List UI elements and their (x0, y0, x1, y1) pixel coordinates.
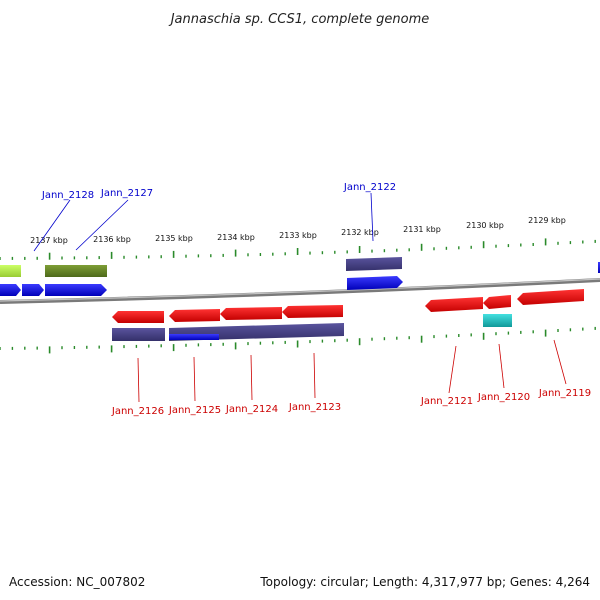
feature-olive-block[interactable] (45, 265, 107, 277)
leader-jann-2128 (33, 199, 71, 252)
cds-arrow-jann-2123[interactable] (282, 305, 343, 318)
cds-arrow-jann-2119[interactable] (517, 289, 584, 305)
label-jann-2126[interactable]: Jann_2126 (111, 406, 164, 417)
cds-arrow-jann-2128[interactable] (22, 284, 44, 296)
label-jann-2124[interactable]: Jann_2124 (225, 404, 278, 415)
label-jann-2121[interactable]: Jann_2121 (420, 396, 473, 407)
leader-jann-2120 (498, 343, 505, 389)
label-jann-2125[interactable]: Jann_2125 (168, 405, 221, 416)
leader-jann-2124 (250, 354, 253, 401)
feature-cyan-block[interactable] (483, 314, 512, 327)
map-title: Jannaschia sp. CCS1, complete genome (168, 12, 430, 27)
genome-backbone (0, 278, 600, 304)
cds-arrow-jann-2120[interactable] (483, 295, 511, 309)
leader-jann-2127 (75, 199, 129, 251)
reverse-strand-features (112, 289, 584, 341)
tick-label-2129: 2129 kbp (528, 216, 566, 225)
label-jann-2120[interactable]: Jann_2120 (477, 392, 530, 403)
tick-label-2137: 2137 kbp (30, 236, 68, 245)
label-jann-2128[interactable]: Jann_2128 (41, 190, 94, 201)
tick-label-2133: 2133 kbp (279, 231, 317, 240)
forward-strand-features (0, 257, 600, 296)
cds-arrow-jann-2127[interactable] (45, 284, 107, 296)
genome-backbone-highlight (0, 278, 600, 302)
leader-jann-2122 (370, 192, 374, 242)
gene-labels-top: Jann_2128 Jann_2127 Jann_2122 (33, 182, 396, 252)
gene-block-jann-2122[interactable] (346, 257, 402, 271)
accession-text: Accession: NC_007802 (9, 575, 145, 589)
tick-label-2134: 2134 kbp (217, 233, 255, 242)
leader-jann-2119 (553, 339, 567, 385)
feature-lime-block[interactable] (0, 265, 21, 277)
tick-label-2136: 2136 kbp (93, 235, 131, 244)
leader-jann-2121 (448, 345, 457, 394)
ruler-top (0, 238, 596, 260)
tick-label-2131: 2131 kbp (403, 225, 441, 234)
gene-block-jann-2126[interactable] (112, 328, 165, 341)
cds-arrow-jann-2124[interactable] (220, 307, 282, 320)
cds-arrow-jann-2121[interactable] (425, 297, 483, 312)
label-jann-2122[interactable]: Jann_2122 (343, 182, 396, 193)
leader-jann-2123 (313, 352, 316, 399)
cds-arrow-jann-2122[interactable] (347, 276, 403, 290)
label-jann-2119[interactable]: Jann_2119 (538, 388, 591, 399)
tick-label-2132: 2132 kbp (341, 228, 379, 237)
leader-jann-2126 (137, 357, 140, 403)
ruler-bottom (0, 326, 596, 354)
tick-label-2135: 2135 kbp (155, 234, 193, 243)
cds-arrow-jann-2125[interactable] (169, 309, 220, 322)
leader-jann-2125 (193, 356, 196, 402)
cds-arrow-partial[interactable] (0, 284, 21, 296)
label-jann-2127[interactable]: Jann_2127 (100, 188, 153, 199)
feature-blue-strip[interactable] (169, 334, 219, 340)
cds-arrow-jann-2126[interactable] (112, 311, 164, 323)
tick-labels: 2137 kbp 2136 kbp 2135 kbp 2134 kbp 2133… (30, 216, 566, 245)
tick-label-2130: 2130 kbp (466, 221, 504, 230)
label-jann-2123[interactable]: Jann_2123 (288, 402, 341, 413)
topology-text: Topology: circular; Length: 4,317,977 bp… (259, 575, 590, 589)
gene-labels-bottom: Jann_2126 Jann_2125 Jann_2124 Jann_2123 … (111, 339, 591, 417)
